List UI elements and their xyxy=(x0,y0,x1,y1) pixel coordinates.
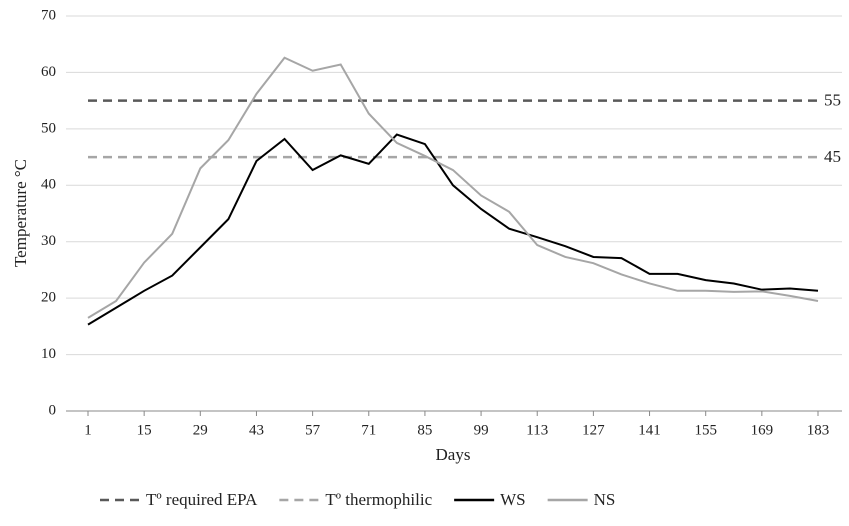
x-tick-label: 183 xyxy=(807,422,830,438)
y-axis-title: Temperature °C xyxy=(11,159,30,267)
x-tick-label: 15 xyxy=(137,422,152,438)
legend-label: Tº required EPA xyxy=(146,490,258,509)
x-tick-label: 57 xyxy=(305,422,321,438)
series-line xyxy=(87,56,819,319)
x-tick-label: 43 xyxy=(249,422,264,438)
x-tick-label: 155 xyxy=(694,422,717,438)
legend-label: Tº thermophilic xyxy=(325,490,432,509)
reference-label: 55 xyxy=(824,91,841,110)
y-tick-label: 70 xyxy=(41,7,56,23)
x-axis-title: Days xyxy=(436,445,471,464)
x-tick-label: 141 xyxy=(638,422,661,438)
x-tick-label: 113 xyxy=(526,422,548,438)
y-tick-label: 10 xyxy=(41,346,56,362)
x-tick-label: 29 xyxy=(193,422,208,438)
legend-label: NS xyxy=(594,490,616,509)
x-tick-label: 85 xyxy=(417,422,432,438)
y-tick-label: 40 xyxy=(41,177,56,193)
series-line xyxy=(87,133,819,326)
x-tick-label: 127 xyxy=(582,422,605,438)
x-tick-label: 1 xyxy=(84,422,92,438)
y-tick-label: 50 xyxy=(41,120,56,136)
y-tick-label: 30 xyxy=(41,233,56,249)
y-tick-label: 20 xyxy=(41,290,56,306)
x-tick-label: 169 xyxy=(751,422,774,438)
y-tick-label: 0 xyxy=(49,402,57,418)
y-tick-label: 60 xyxy=(41,64,56,80)
x-tick-label: 71 xyxy=(361,422,376,438)
legend-label: WS xyxy=(500,490,526,509)
reference-label: 45 xyxy=(824,147,841,166)
x-tick-label: 99 xyxy=(474,422,489,438)
